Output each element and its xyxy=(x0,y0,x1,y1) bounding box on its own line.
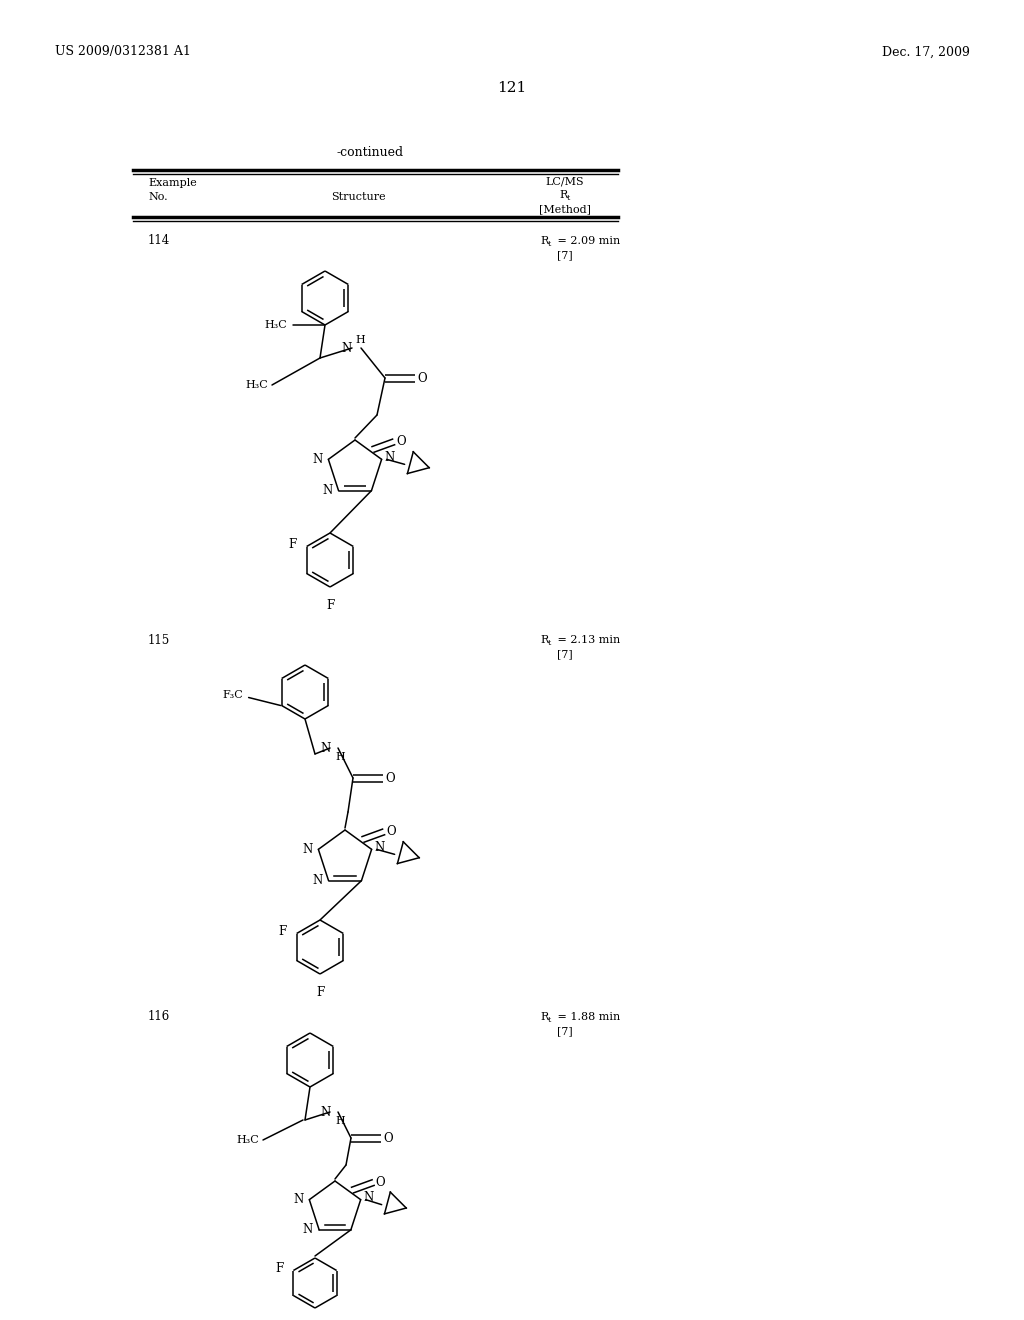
Text: 121: 121 xyxy=(498,81,526,95)
Text: -continued: -continued xyxy=(337,145,403,158)
Text: N: N xyxy=(312,453,323,466)
Text: = 2.13 min: = 2.13 min xyxy=(554,635,621,645)
Text: F: F xyxy=(275,1262,284,1275)
Text: H₃C: H₃C xyxy=(264,319,287,330)
Text: N: N xyxy=(312,874,323,887)
Text: H₃C: H₃C xyxy=(237,1135,259,1144)
Text: H: H xyxy=(335,752,345,762)
Text: [Method]: [Method] xyxy=(539,205,591,214)
Text: F: F xyxy=(315,986,325,999)
Text: O: O xyxy=(376,1176,385,1189)
Text: N: N xyxy=(321,742,331,755)
Text: LC/MS: LC/MS xyxy=(546,176,585,186)
Text: N: N xyxy=(302,843,312,855)
Text: F₃C: F₃C xyxy=(223,690,244,701)
Text: t: t xyxy=(548,1016,551,1024)
Text: N: N xyxy=(293,1193,303,1206)
Text: O: O xyxy=(383,1131,392,1144)
Text: O: O xyxy=(385,771,394,784)
Text: N: N xyxy=(303,1224,313,1237)
Text: N: N xyxy=(364,1191,374,1204)
Text: N: N xyxy=(375,841,385,854)
Text: H₃C: H₃C xyxy=(246,380,268,389)
Text: Structure: Structure xyxy=(331,191,385,202)
Text: t: t xyxy=(567,194,570,202)
Text: O: O xyxy=(396,436,406,449)
Text: 115: 115 xyxy=(148,634,170,647)
Text: = 1.88 min: = 1.88 min xyxy=(554,1012,621,1022)
Text: US 2009/0312381 A1: US 2009/0312381 A1 xyxy=(55,45,190,58)
Text: t: t xyxy=(548,240,551,248)
Text: No.: No. xyxy=(148,191,168,202)
Text: R: R xyxy=(540,1012,548,1022)
Text: N: N xyxy=(385,451,395,463)
Text: 116: 116 xyxy=(148,1011,170,1023)
Text: R: R xyxy=(540,236,548,246)
Text: N: N xyxy=(342,342,352,355)
Text: F: F xyxy=(289,539,297,550)
Text: H: H xyxy=(355,335,365,345)
Text: = 2.09 min: = 2.09 min xyxy=(554,236,621,246)
Text: N: N xyxy=(323,484,333,498)
Text: 114: 114 xyxy=(148,235,170,248)
Text: [7]: [7] xyxy=(557,1026,572,1036)
Text: [7]: [7] xyxy=(557,649,572,659)
Text: H: H xyxy=(335,1115,345,1126)
Text: Dec. 17, 2009: Dec. 17, 2009 xyxy=(882,45,970,58)
Text: R: R xyxy=(559,190,567,201)
Text: F: F xyxy=(279,925,287,939)
Text: [7]: [7] xyxy=(557,249,572,260)
Text: R: R xyxy=(540,635,548,645)
Text: F: F xyxy=(326,599,334,612)
Text: O: O xyxy=(386,825,396,838)
Text: t: t xyxy=(548,639,551,647)
Text: Example: Example xyxy=(148,178,197,187)
Text: N: N xyxy=(321,1106,331,1118)
Text: O: O xyxy=(417,371,427,384)
